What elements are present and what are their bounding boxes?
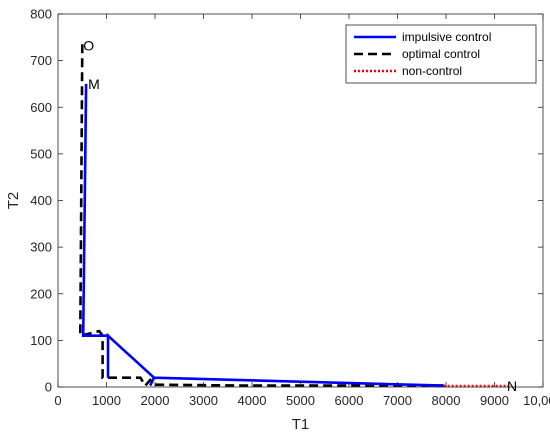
legend-label-optimal-control: optimal control (402, 47, 480, 61)
x-tick-label: 4000 (238, 393, 267, 408)
x-axis-label: T1 (292, 416, 310, 433)
x-tick-label: 6000 (335, 393, 364, 408)
x-tick-label: 0 (54, 393, 61, 408)
legend-box (345, 24, 537, 84)
legend-label-non-control: non-control (402, 64, 462, 78)
legend-label-impulsive-control: impulsive control (402, 30, 491, 44)
axes-layer: 0 1000 2000 3000 4000 5000 6000 7000 8000 9000 10,… (30, 7, 550, 409)
x-tick-label: 8000 (432, 393, 461, 408)
annotation-N: N (507, 378, 517, 394)
series-line-optimal-control (78, 44, 444, 388)
y-tick-label: 100 (30, 333, 52, 348)
annotation-O: O (83, 37, 94, 53)
series-line-impulsive-control (81, 83, 444, 387)
y-axis-label: T2 (5, 192, 22, 210)
legend: impulsive control optimal control non-cont… (345, 24, 537, 84)
annotation-M: M (88, 76, 100, 92)
x-tick-label: 7000 (383, 393, 412, 408)
x-tick-label: 5000 (286, 393, 315, 408)
y-tick-label: 200 (30, 286, 52, 301)
y-tick-label: 800 (30, 7, 52, 22)
y-tick-label: 0 (45, 380, 52, 395)
x-tick-label: 3000 (189, 393, 218, 408)
x-tick-label: 10,000 (523, 393, 550, 408)
y-tick-label: 400 (30, 193, 52, 208)
y-tick-label: 300 (30, 240, 52, 255)
x-tick-label: 2000 (141, 393, 170, 408)
y-tick-label: 700 (30, 53, 52, 68)
x-tick-label: 1000 (92, 393, 121, 408)
annotation-layer: O M N (83, 37, 517, 394)
series-layer (78, 44, 510, 388)
x-tick-label: 9000 (480, 393, 509, 408)
y-tick-label: 600 (30, 100, 52, 115)
y-tick-label: 500 (30, 146, 52, 161)
